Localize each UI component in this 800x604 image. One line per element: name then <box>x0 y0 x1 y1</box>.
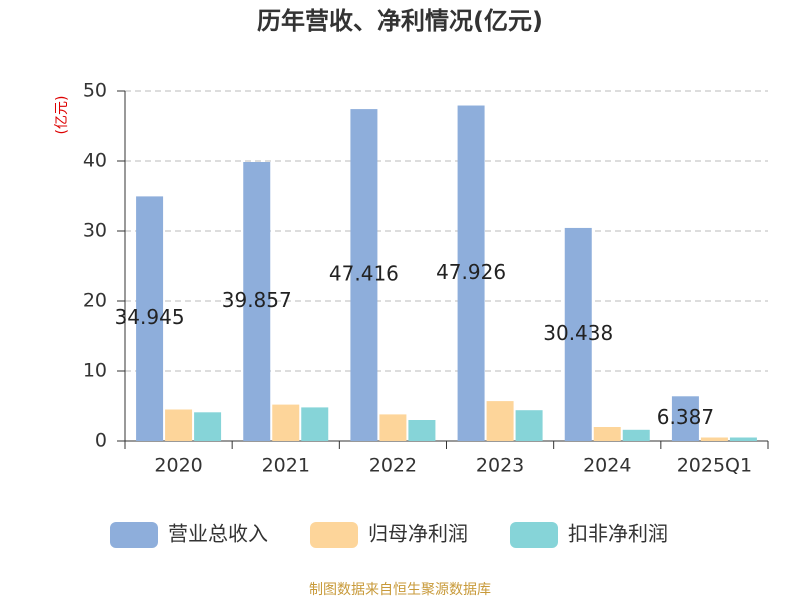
bar <box>700 437 728 441</box>
bar <box>301 407 329 441</box>
x-tick-label: 2025Q1 <box>677 455 752 477</box>
y-tick-label: 10 <box>83 360 107 382</box>
bar <box>165 409 193 441</box>
data-label: 6.387 <box>657 405 714 429</box>
x-tick-label: 2021 <box>262 455 310 477</box>
legend-swatch <box>310 522 358 548</box>
legend-swatch <box>510 522 558 548</box>
y-tick-label: 0 <box>95 430 107 452</box>
bar <box>379 414 407 441</box>
legend-label: 扣非净利润 <box>568 522 668 546</box>
legend-label: 营业总收入 <box>168 522 268 546</box>
bar <box>136 196 164 441</box>
bar <box>350 109 378 441</box>
x-tick-label: 2020 <box>154 455 202 477</box>
bar <box>243 162 271 441</box>
bar <box>593 427 621 441</box>
bar <box>272 404 300 441</box>
x-tick-label: 2023 <box>476 455 524 477</box>
data-label: 39.857 <box>222 288 292 312</box>
x-tick-label: 2022 <box>369 455 417 477</box>
chart-title: 历年营收、净利情况(亿元) <box>257 7 543 35</box>
bar <box>729 437 757 441</box>
bar <box>671 396 699 441</box>
data-label: 34.945 <box>115 305 185 329</box>
bar <box>194 412 222 441</box>
bar <box>564 227 592 441</box>
x-tick-label: 2024 <box>583 455 631 477</box>
bar <box>486 401 514 441</box>
source-note: 制图数据来自恒生聚源数据库 <box>309 582 491 598</box>
legend-swatch <box>110 522 158 548</box>
y-tick-label: 50 <box>83 80 107 102</box>
bar <box>622 429 650 441</box>
y-tick-label: 30 <box>83 220 107 242</box>
bar <box>457 105 485 441</box>
bar <box>515 410 543 441</box>
data-label: 30.438 <box>543 321 613 345</box>
y-tick-label: 40 <box>83 150 107 172</box>
legend-label: 归母净利润 <box>368 522 468 546</box>
y-axis-label: (亿元) <box>54 96 70 135</box>
data-label: 47.416 <box>329 262 399 286</box>
y-tick-label: 20 <box>83 290 107 312</box>
bar <box>408 420 436 441</box>
data-label: 47.926 <box>436 260 506 284</box>
